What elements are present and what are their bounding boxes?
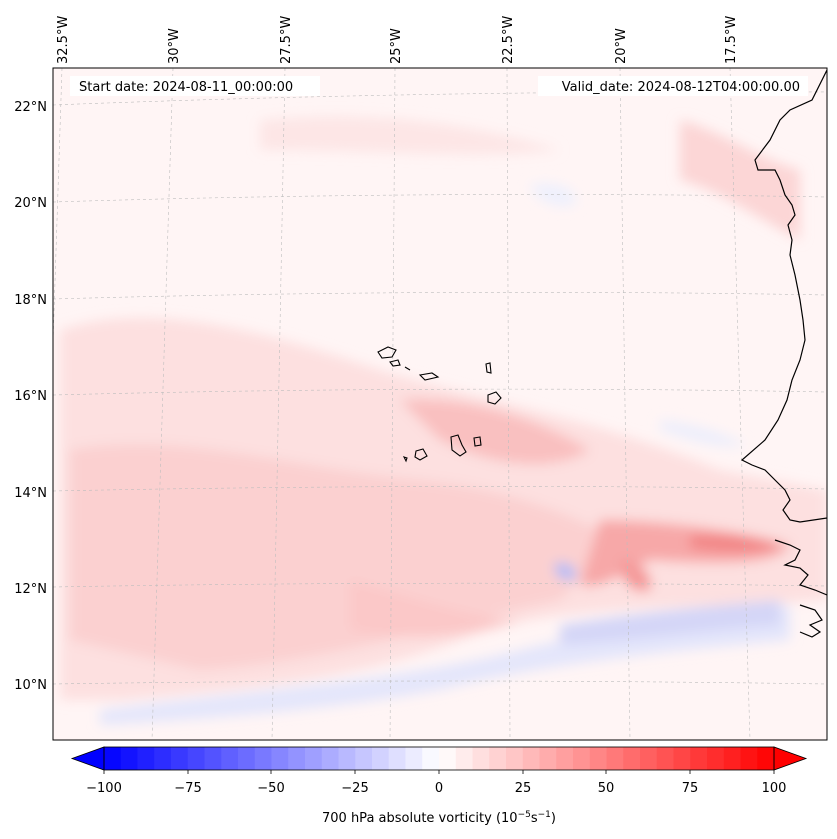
lon-label-25w: 25°W	[389, 28, 404, 64]
colorbar: −100 −75 −50 −25 0 25 50 75 100 700 hPa …	[70, 746, 808, 826]
start-date-box	[70, 76, 320, 96]
africa-coastline	[774, 539, 827, 596]
colorbar-segment	[154, 747, 172, 770]
map-frame	[52, 67, 828, 741]
colorbar-segment	[757, 747, 775, 770]
vorticity-positive-region	[620, 560, 651, 592]
colorbar-segment	[204, 747, 222, 770]
vorticity-positive-region	[400, 399, 590, 464]
colorbar-segment	[388, 747, 407, 770]
colorbar-segment	[254, 747, 273, 770]
colorbar-tick-label: −75	[174, 781, 201, 796]
colorbar-tick-label: 25	[515, 781, 532, 796]
colorbar-segment	[305, 747, 323, 770]
colorbar-segment	[271, 747, 289, 770]
colorbar-segment	[606, 747, 624, 770]
colorbar-segment	[489, 747, 507, 770]
colorbar-ticks	[103, 770, 775, 774]
lat-label-20n: 20°N	[14, 196, 47, 211]
colorbar-segment	[573, 747, 591, 770]
colorbar-min-extension	[70, 746, 105, 771]
colorbar-segment	[372, 747, 390, 770]
colorbar-segment	[472, 747, 490, 770]
latitude-labels: 22°N 20°N 18°N 16°N 14°N 12°N 10°N	[14, 100, 47, 693]
colorbar-segment	[623, 747, 641, 770]
lon-label-22-5w: 22.5°W	[501, 16, 516, 64]
colorbar-tick-label: −100	[86, 781, 122, 796]
lat-label-12n: 12°N	[14, 582, 47, 597]
lon-label-32-5w: 32.5°W	[56, 16, 71, 64]
colorbar-segment	[455, 747, 474, 770]
colorbar-tick-label: 50	[598, 781, 615, 796]
colorbar-segment	[137, 747, 155, 770]
colorbar-segment	[656, 747, 675, 770]
colorbar-segment	[422, 747, 440, 770]
vorticity-positive-region	[680, 120, 800, 240]
lat-label-22n: 22°N	[14, 100, 47, 115]
vorticity-negative-region	[660, 420, 745, 447]
lon-label-20w: 20°W	[614, 28, 629, 64]
colorbar-segment	[338, 747, 356, 770]
colorbar-segment	[506, 747, 524, 770]
longitude-labels: 32.5°W 30°W 27.5°W 25°W 22.5°W 20°W 17.5…	[56, 16, 739, 64]
africa-coastline	[799, 604, 823, 638]
colorbar-segment	[522, 747, 541, 770]
colorbar-segment	[589, 747, 608, 770]
valid-date-box	[538, 76, 808, 96]
colorbar-segment	[740, 747, 758, 770]
colorbar-segment	[439, 747, 457, 770]
colorbar-segment	[321, 747, 340, 770]
map-panel: Start date: 2024-08-11_00:00:00 Valid_da…	[52, 67, 828, 741]
colorbar-title: 700 hPa absolute vorticity (10−5s−1)	[322, 810, 556, 826]
lat-label-14n: 14°N	[14, 486, 47, 501]
colorbar-segment	[238, 747, 256, 770]
colorbar-tick-label: 75	[682, 781, 699, 796]
colorbar-segment	[288, 747, 306, 770]
lat-label-18n: 18°N	[14, 293, 47, 308]
colorbar-tick-labels: −100 −75 −50 −25 0 25 50 75 100	[86, 781, 786, 796]
lon-label-30w: 30°W	[167, 28, 182, 64]
vorticity-positive-region	[260, 116, 560, 155]
vorticity-positive-region	[690, 534, 780, 553]
colorbar-segment	[187, 747, 206, 770]
colorbar-segment	[673, 747, 691, 770]
colorbar-segment	[690, 747, 708, 770]
vorticity-negative-region	[530, 183, 576, 207]
colorbar-segment	[221, 747, 239, 770]
vorticity-negative-region	[554, 562, 577, 581]
colorbar-segment	[539, 747, 557, 770]
vorticity-positive-region	[70, 444, 620, 670]
africa-coastline	[740, 69, 827, 523]
colorbar-segment	[120, 747, 139, 770]
colorbar-segments	[104, 747, 775, 770]
colorbar-tick-label: −50	[257, 781, 284, 796]
vorticity-positive-region	[350, 580, 520, 637]
lon-label-27-5w: 27.5°W	[279, 16, 294, 64]
map-gridlines	[53, 68, 827, 740]
lon-label-17-5w: 17.5°W	[724, 16, 739, 64]
colorbar-segment	[171, 747, 189, 770]
lat-label-16n: 16°N	[14, 389, 47, 404]
vorticity-field	[53, 68, 827, 740]
vorticity-negative-region	[560, 600, 780, 645]
colorbar-tick-label: 100	[762, 781, 787, 796]
colorbar-segment	[104, 747, 122, 770]
colorbar-segment	[405, 747, 423, 770]
colorbar-segment	[556, 747, 574, 770]
valid-date-label: Valid_date: 2024-08-12T04:00:00.00	[562, 80, 800, 95]
colorbar-tick-label: −25	[341, 781, 368, 796]
colorbar-segment	[707, 747, 725, 770]
colorbar-tick-label: 0	[435, 781, 443, 796]
start-date-label: Start date: 2024-08-11_00:00:00	[79, 80, 293, 95]
colorbar-max-extension	[773, 746, 808, 771]
colorbar-segment	[723, 747, 742, 770]
lat-label-10n: 10°N	[14, 678, 47, 693]
cape-verde-islands	[377, 346, 502, 463]
colorbar-segment	[355, 747, 373, 770]
colorbar-segment	[640, 747, 658, 770]
